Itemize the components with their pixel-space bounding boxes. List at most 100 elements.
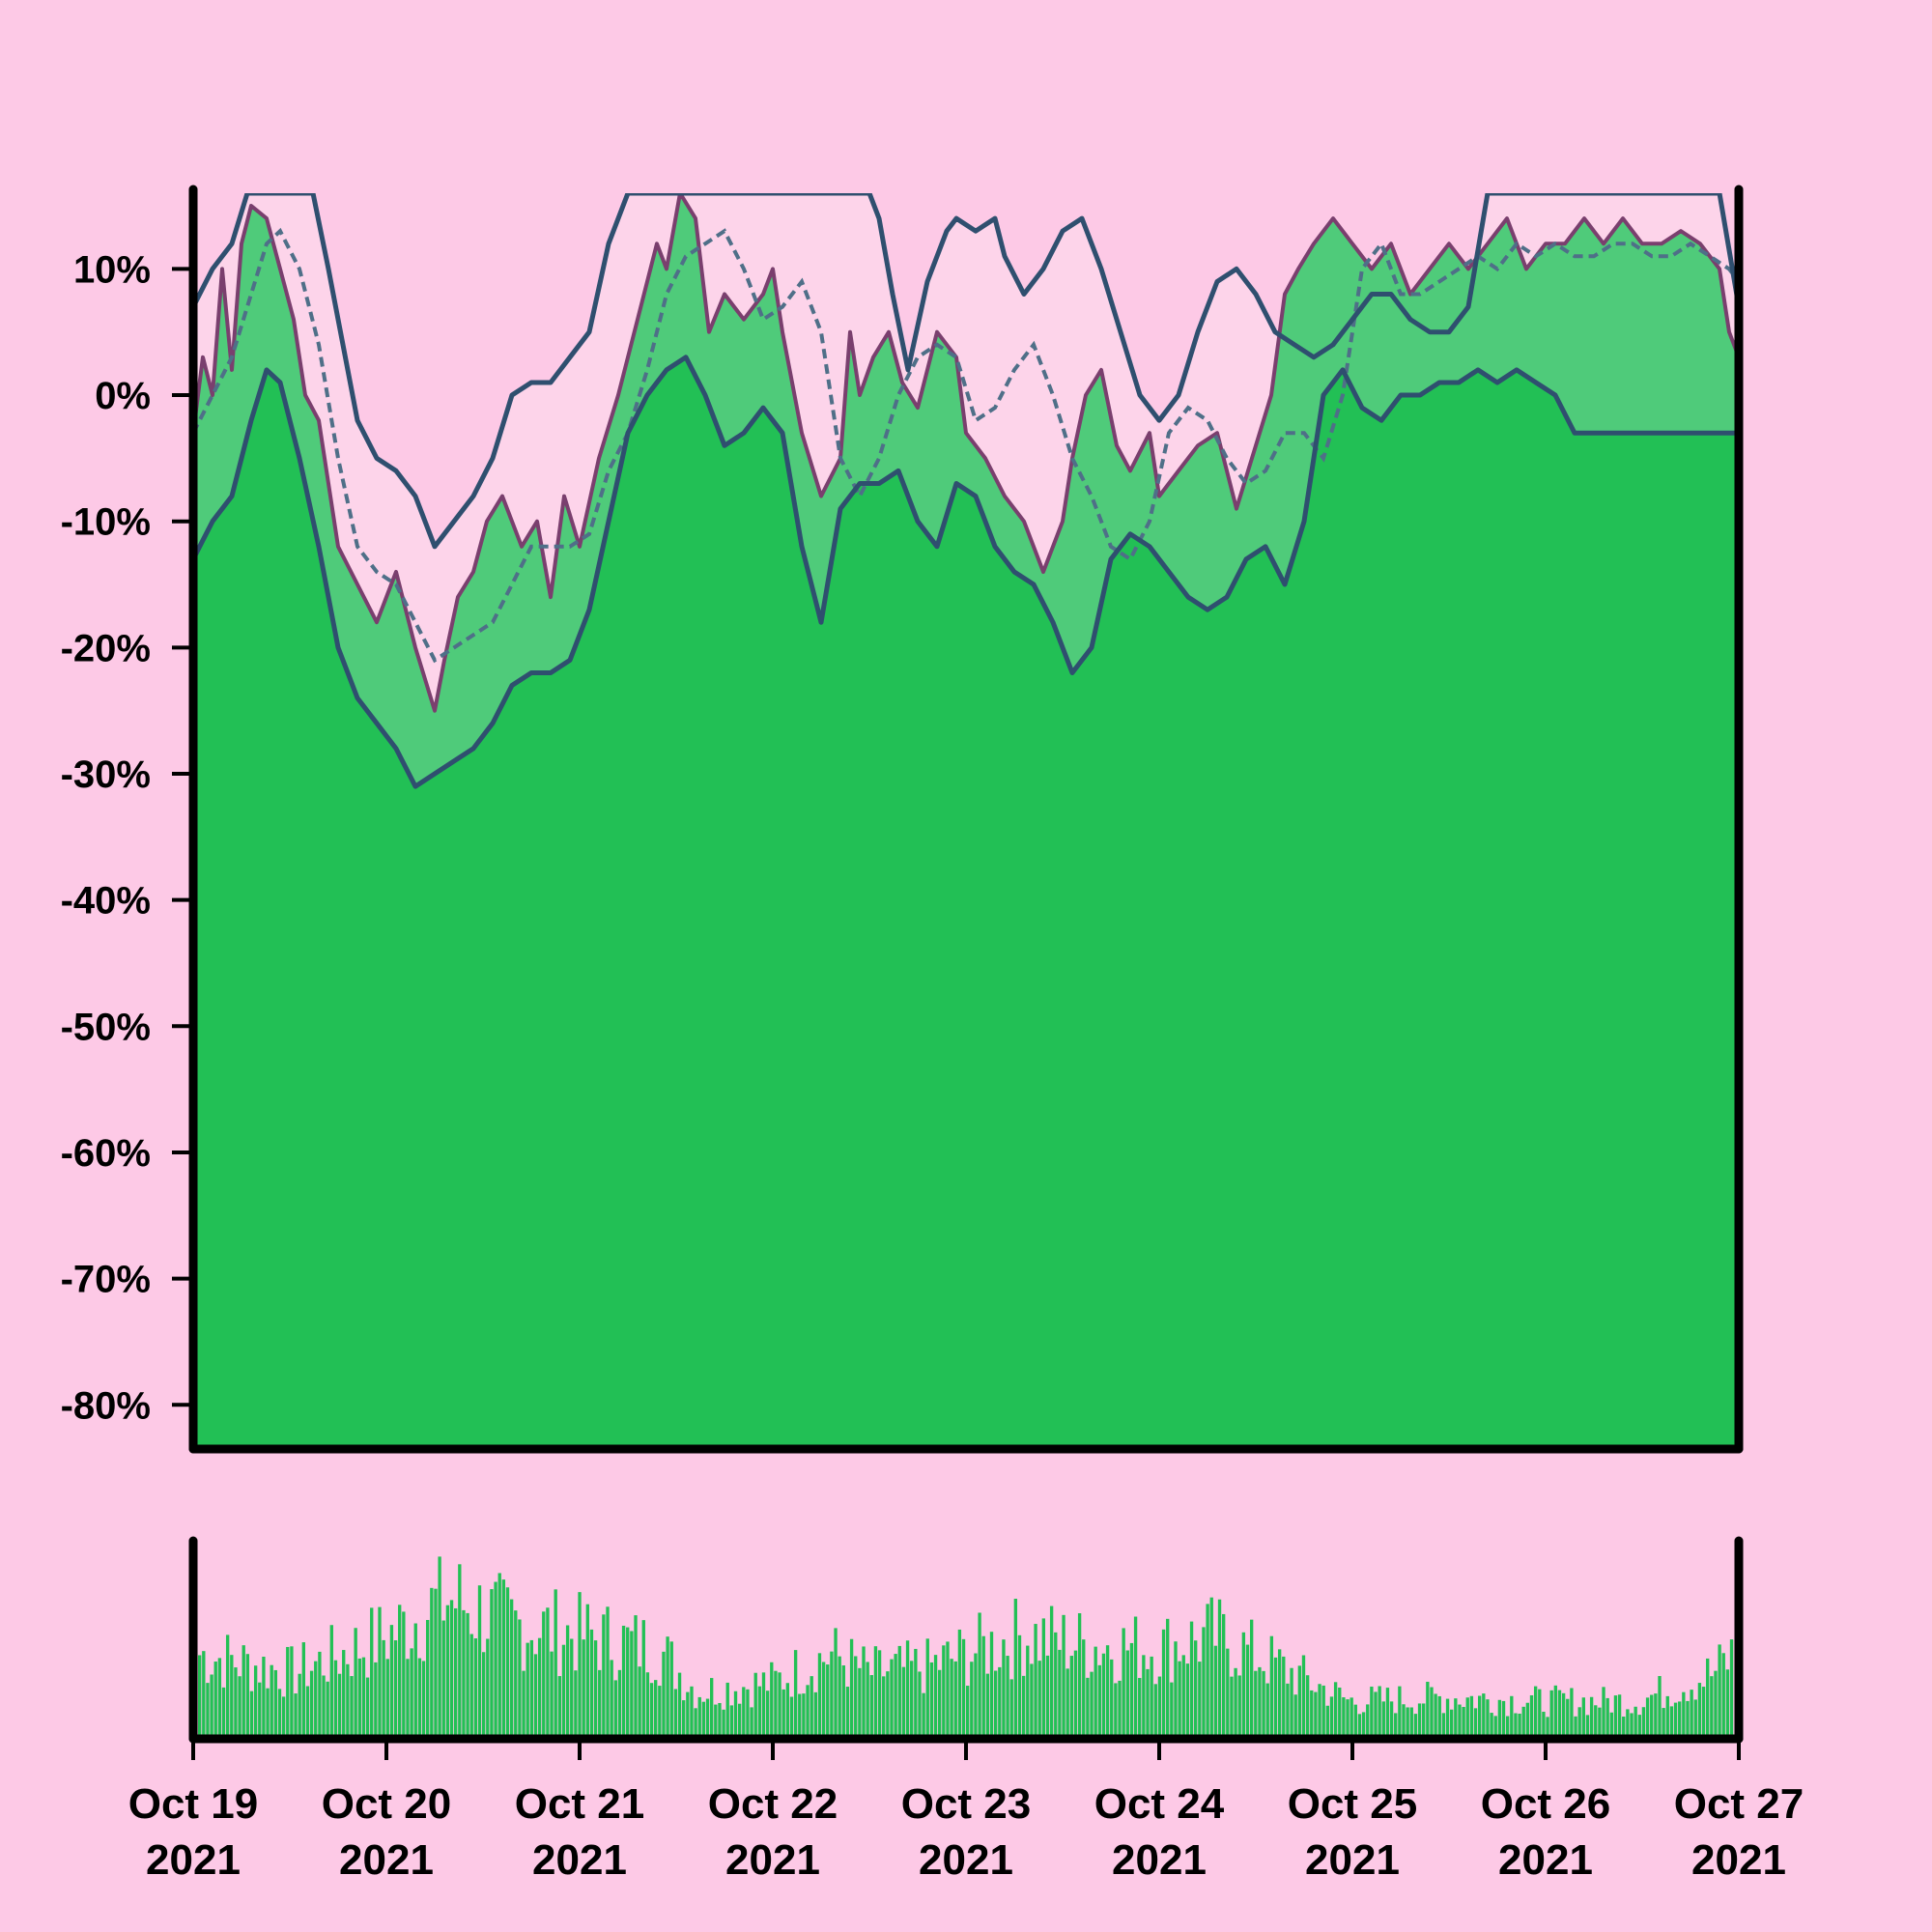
volume-panel [188,1536,1744,1744]
volume-bar [398,1605,402,1739]
volume-bar [1342,1697,1346,1739]
volume-bar [1654,1693,1658,1739]
volume-bar [834,1628,838,1739]
volume-bar [441,1620,445,1739]
volume-bar [737,1703,742,1739]
volume-bar [1426,1681,1430,1739]
volume-bar [1150,1656,1153,1739]
lower-band-line [193,355,1739,789]
volume-bar [873,1646,878,1739]
volume-bar [1693,1699,1697,1739]
volume-bar [1682,1691,1686,1739]
volume-bar [1626,1709,1630,1739]
volume-bar [1094,1646,1097,1739]
volume-bar [206,1683,210,1739]
volume-bar [1026,1645,1030,1739]
volume-bar [1478,1695,1482,1739]
x-tick-label-date: Oct 26 [1481,1780,1611,1828]
volume-bar [974,1653,978,1739]
volume-bar [1398,1686,1402,1739]
volume-bar [1609,1712,1613,1739]
volume-bar [1577,1707,1581,1739]
volume-bar [1069,1656,1073,1739]
volume-bar [574,1670,578,1739]
volume-bar [1097,1664,1101,1739]
y-tick-label: -80% [61,1384,151,1427]
volume-bar [845,1687,850,1739]
volume-bar [654,1680,658,1739]
volume-bar [897,1645,901,1739]
volume-bar [350,1676,354,1739]
volume-bar [1378,1686,1381,1739]
volume-bar [505,1587,510,1739]
volume-bar [466,1612,469,1739]
volume-bar [1157,1676,1162,1739]
volume-bar [294,1693,298,1739]
volume-bar [253,1665,258,1739]
y-tick-label: -30% [61,753,151,796]
volume-bar [501,1579,506,1739]
x-tick-label-year: 2021 [1691,1836,1786,1884]
volume-bar [1305,1675,1310,1739]
volume-bar [225,1634,230,1739]
volume-bar [1658,1676,1662,1739]
volume-bar [1213,1645,1218,1739]
volume-bar [1602,1687,1605,1739]
volume-bar [621,1625,626,1739]
x-tick-label-year: 2021 [1112,1836,1207,1884]
volume-bar [1486,1699,1490,1739]
volume-bar [761,1672,766,1739]
volume-bar [266,1688,270,1739]
volume-bar [1370,1686,1374,1739]
volume-bar [1077,1613,1082,1739]
volume-bar [198,1655,202,1739]
volume-bar [1037,1661,1041,1739]
volume-bar [570,1638,574,1739]
volume-bar [1518,1713,1521,1739]
volume-bar [1254,1670,1258,1739]
volume-bar [849,1638,854,1739]
volume-bar [1194,1640,1198,1739]
volume-bar [374,1662,378,1739]
volume-bar [1529,1694,1534,1739]
volume-bar [1262,1670,1265,1739]
volume-bar [869,1675,873,1739]
volume-bar [1546,1717,1549,1739]
volume-bar [798,1693,802,1739]
volume-bar [1269,1635,1274,1739]
volume-bar [1678,1701,1682,1739]
volume-bar [357,1658,361,1739]
volume-bar [286,1646,290,1739]
volume-bar [1510,1695,1514,1739]
volume-bar [1049,1605,1054,1739]
volume-bar [1406,1707,1409,1739]
volume-bar [894,1654,897,1739]
volume-bar [718,1702,722,1739]
volume-bar [634,1615,638,1739]
volume-bar [1030,1663,1034,1739]
volume-bar [978,1612,981,1739]
volume-bar [361,1657,366,1739]
volume-bar [630,1631,634,1739]
volume-bar [1605,1697,1609,1739]
volume-bar [778,1672,781,1739]
volume-bar [382,1639,385,1739]
volume-bar [641,1620,645,1739]
price-panel: 10% 0% -10% -20% -30% -40% -50% -60% -70% -80% [61,185,1744,1454]
volume-bar [1645,1697,1650,1739]
volume-bar [729,1705,734,1739]
volume-bar [277,1689,282,1739]
x-tick-label-date: Oct 27 [1674,1780,1804,1828]
volume-bar [658,1686,662,1739]
volume-bar [462,1609,466,1739]
volume-bar [1361,1712,1366,1739]
volume-bar [1549,1690,1553,1739]
volume-bar [421,1661,426,1739]
volume-bar [1634,1706,1637,1739]
volume-bar [1690,1690,1693,1739]
volume-bar [785,1683,790,1739]
volume-bar [1265,1683,1269,1739]
volume-bar [1353,1704,1357,1739]
volume-bar [270,1664,273,1739]
